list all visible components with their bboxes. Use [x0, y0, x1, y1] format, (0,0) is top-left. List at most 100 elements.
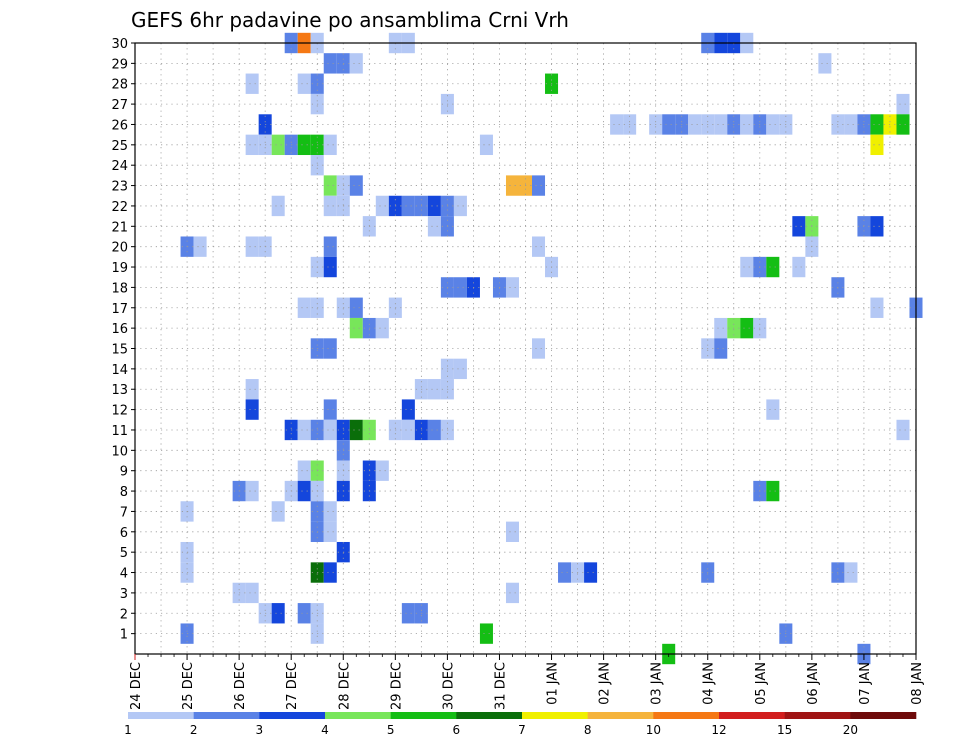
legend-label: 12 [711, 723, 726, 737]
precip-cell [610, 114, 624, 135]
y-axis: 1234567891011121314151617181920212223242… [111, 37, 135, 643]
precip-cell [349, 317, 363, 339]
precip-cell [323, 338, 337, 359]
y-tick-label: 27 [111, 98, 128, 113]
precip-cell [427, 379, 441, 400]
x-tick-label: 08 JAN [910, 662, 925, 705]
precip-cell [401, 419, 415, 441]
precip-cell [766, 399, 780, 420]
y-tick-label: 22 [111, 200, 128, 215]
legend-swatch [719, 712, 785, 719]
legend-swatch [784, 712, 851, 719]
precip-cell [349, 175, 363, 196]
precip-cell [297, 73, 311, 94]
precip-cell [766, 480, 780, 502]
precip-cell [714, 317, 728, 339]
y-tick-label: 4 [120, 567, 128, 582]
y-tick-label: 15 [111, 343, 128, 358]
legend-swatch [325, 712, 391, 719]
x-tick-label: 26 DEC [233, 662, 248, 710]
precip-cell [870, 216, 884, 237]
precip-cell [505, 521, 519, 542]
precip-cell [532, 338, 546, 359]
precip-cell [505, 582, 519, 604]
legend-label: 3 [256, 723, 264, 737]
precip-cell [870, 134, 884, 156]
y-tick-label: 25 [111, 139, 128, 154]
x-tick-label: 02 JAN [598, 662, 613, 705]
precip-cell [323, 419, 337, 441]
legend-label: 2 [190, 723, 198, 737]
legend-label: 8 [584, 723, 592, 737]
legend-swatch [193, 712, 260, 719]
precip-cell [740, 114, 754, 135]
precip-cell [792, 256, 806, 278]
y-tick-label: 19 [111, 261, 128, 276]
y-tick-label: 28 [111, 78, 128, 93]
y-tick-label: 1 [120, 628, 128, 643]
precip-cell [792, 216, 806, 237]
x-tick-label: 24 DEC [129, 662, 144, 710]
y-tick-label: 2 [120, 607, 128, 622]
precip-cell [714, 114, 728, 135]
precip-cell [271, 134, 285, 156]
x-tick-label: 31 DEC [493, 662, 508, 710]
legend-swatch [456, 712, 523, 719]
precip-cell [349, 53, 363, 74]
precip-cell [323, 236, 337, 257]
precip-cell [245, 399, 259, 420]
x-tick-label: 05 JAN [754, 662, 769, 705]
y-tick-label: 18 [111, 281, 128, 296]
precip-cell [870, 297, 884, 318]
x-tick-label: 01 JAN [546, 662, 561, 705]
y-tick-label: 24 [111, 159, 128, 174]
precip-cell [740, 317, 754, 339]
y-tick-label: 6 [120, 526, 128, 541]
legend-label: 6 [453, 723, 461, 737]
precip-cell [532, 175, 546, 196]
precip-cell [740, 256, 754, 278]
precip-cell [818, 53, 832, 74]
precip-cell [193, 236, 207, 257]
precip-cell [323, 256, 337, 278]
legend-label: 1 [124, 723, 132, 737]
precip-cell [688, 114, 702, 135]
precip-cell [297, 460, 311, 481]
chart-title: GEFS 6hr padavine po ansamblima Crni Vrh [131, 8, 569, 32]
x-tick-label: 28 DEC [337, 662, 352, 710]
precip-cell [427, 419, 441, 441]
y-tick-label: 13 [111, 383, 128, 398]
precip-cell [375, 317, 389, 339]
precip-cell [245, 134, 259, 156]
precip-cell [297, 419, 311, 441]
legend-label: 10 [646, 723, 661, 737]
precip-cell [427, 216, 441, 237]
y-tick-label: 5 [120, 546, 128, 561]
precip-cell [375, 460, 389, 481]
precip-cell [297, 480, 311, 502]
precip-cell [245, 379, 259, 400]
precip-cell [870, 114, 884, 135]
precip-cell [245, 480, 259, 502]
y-tick-label: 3 [120, 587, 128, 602]
precip-cell [453, 277, 467, 298]
precip-cell [505, 277, 519, 298]
legend-label: 4 [321, 723, 329, 737]
precip-cell [271, 603, 285, 624]
precip-cell [844, 562, 858, 583]
y-tick-label: 9 [120, 465, 128, 480]
y-tick-label: 21 [111, 220, 128, 235]
precip-cell [375, 195, 389, 217]
legend-swatch [653, 712, 720, 719]
precip-cell [245, 582, 259, 604]
legend-label: 20 [843, 723, 858, 737]
y-tick-label: 11 [111, 424, 128, 439]
precip-cell [349, 297, 363, 318]
precip-cell [323, 399, 337, 420]
precip-cell [532, 236, 546, 257]
precip-cell [323, 134, 337, 156]
precip-cell [401, 399, 415, 420]
precip-cell [349, 419, 363, 441]
precip-cell [479, 134, 493, 156]
x-tick-label: 03 JAN [650, 662, 665, 705]
